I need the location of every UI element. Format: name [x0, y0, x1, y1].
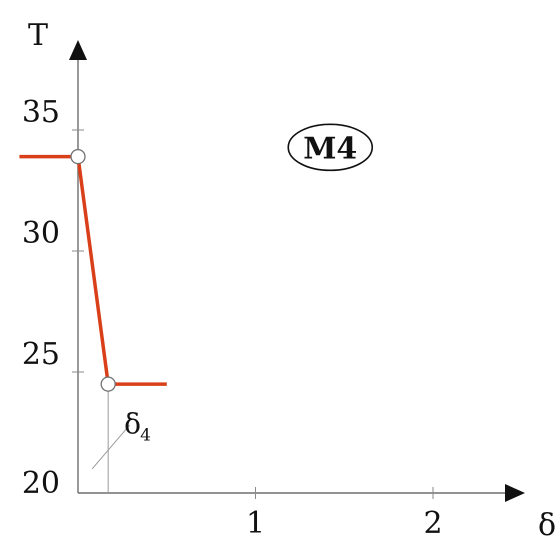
x-axis-title: δ — [538, 508, 556, 540]
annotation-leader-line — [91, 424, 130, 470]
y-axis-arrow-icon — [69, 40, 87, 60]
y-tick-label: 35 — [22, 95, 60, 130]
y-tick-label: 25 — [22, 337, 60, 372]
data-point-marker — [70, 148, 86, 165]
x-tick-label: 1 — [246, 506, 265, 540]
y-tick-label: 20 — [22, 466, 60, 501]
x-axis-arrow-icon — [505, 484, 525, 502]
y-axis-title: T — [28, 18, 48, 53]
delta-annotation: δ — [124, 407, 141, 440]
axes: Tδ — [28, 18, 556, 540]
model-badge-label: M4 — [303, 131, 357, 166]
data-point-marker — [100, 376, 116, 392]
y-tick-label: 30 — [22, 216, 60, 251]
ticks: 20 25 30 35 1 2 — [22, 95, 443, 540]
delta-annotation-subscript: 4 — [140, 425, 151, 445]
series-line — [19, 154, 167, 386]
markers — [70, 148, 116, 392]
x-tick-label: 2 — [423, 506, 442, 540]
series — [19, 154, 167, 386]
annotations: M4 δ 4 — [91, 123, 374, 470]
model-badge-ellipse — [287, 123, 374, 172]
